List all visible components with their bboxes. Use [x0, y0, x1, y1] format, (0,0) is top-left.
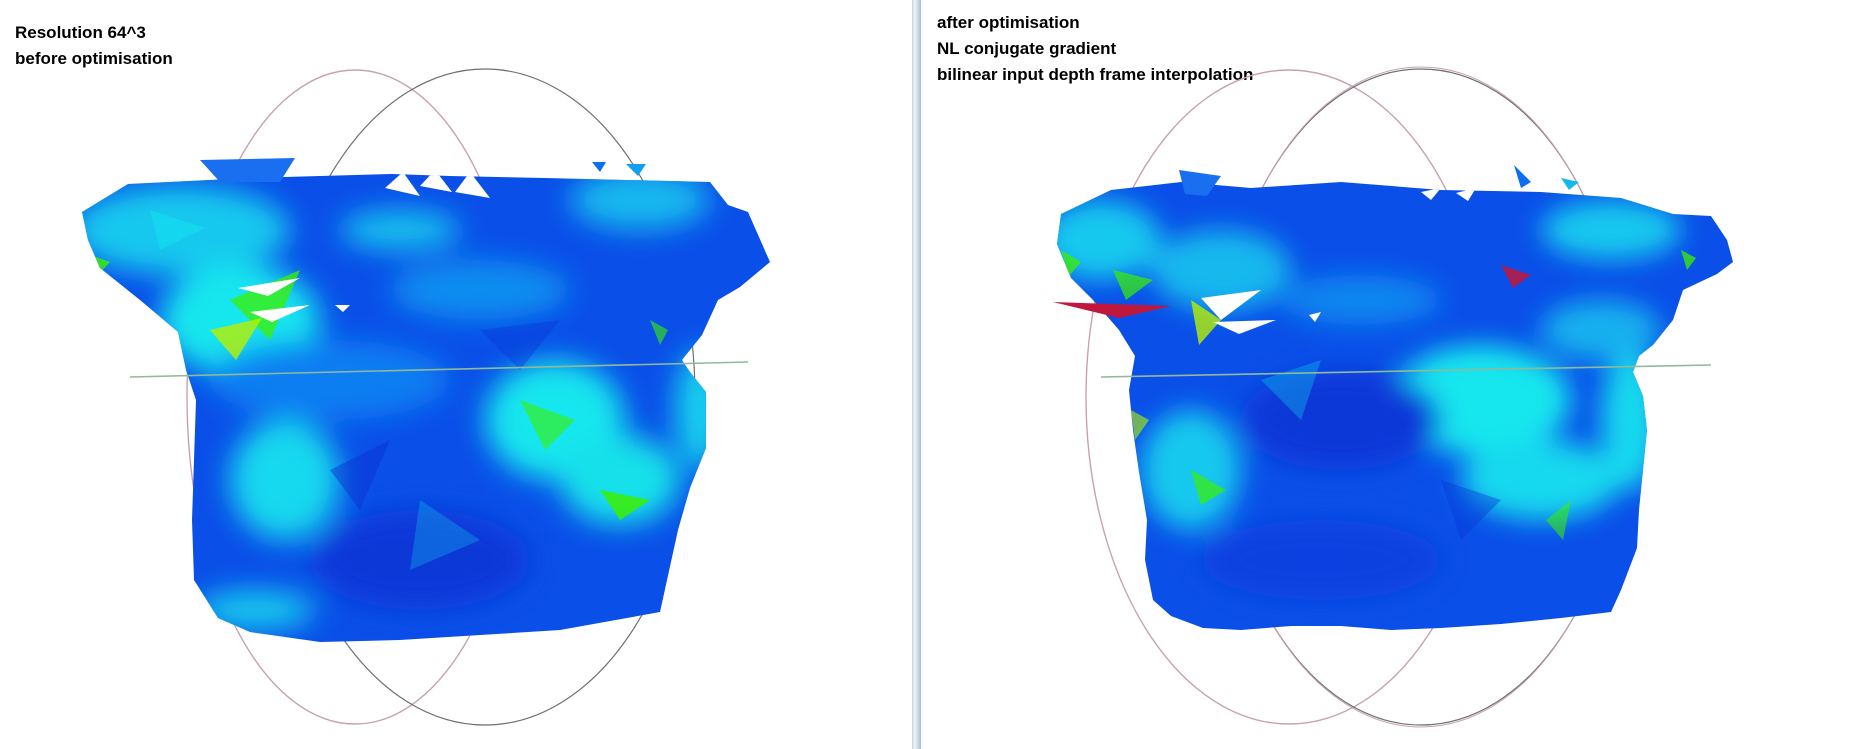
mesh-surface — [1053, 165, 1733, 630]
axis-horizontal — [129, 361, 749, 378]
mesh-render-before — [82, 68, 770, 726]
viewport-after-optimisation[interactable]: after optimisation NL conjugate gradient… — [921, 0, 1857, 749]
caption-line-before-optimisation: before optimisation — [15, 49, 173, 68]
axis-horizontal — [1100, 364, 1712, 378]
mesh-surface — [82, 158, 770, 642]
caption-line-conjugate-gradient: NL conjugate gradient — [937, 39, 1117, 58]
panel-divider — [912, 0, 921, 749]
mesh-spike-artifact — [1053, 302, 1171, 318]
mesh-render-after — [1053, 66, 1733, 728]
viewport-before-optimisation[interactable]: Resolution 64^3 before optimisation — [0, 0, 912, 749]
caption-line-after-optimisation: after optimisation — [937, 13, 1080, 32]
caption-after: after optimisation NL conjugate gradient… — [937, 10, 1253, 88]
caption-line-resolution: Resolution 64^3 — [15, 23, 146, 42]
caption-before: Resolution 64^3 before optimisation — [15, 20, 173, 72]
caption-line-bilinear-interpolation: bilinear input depth frame interpolation — [937, 65, 1254, 84]
